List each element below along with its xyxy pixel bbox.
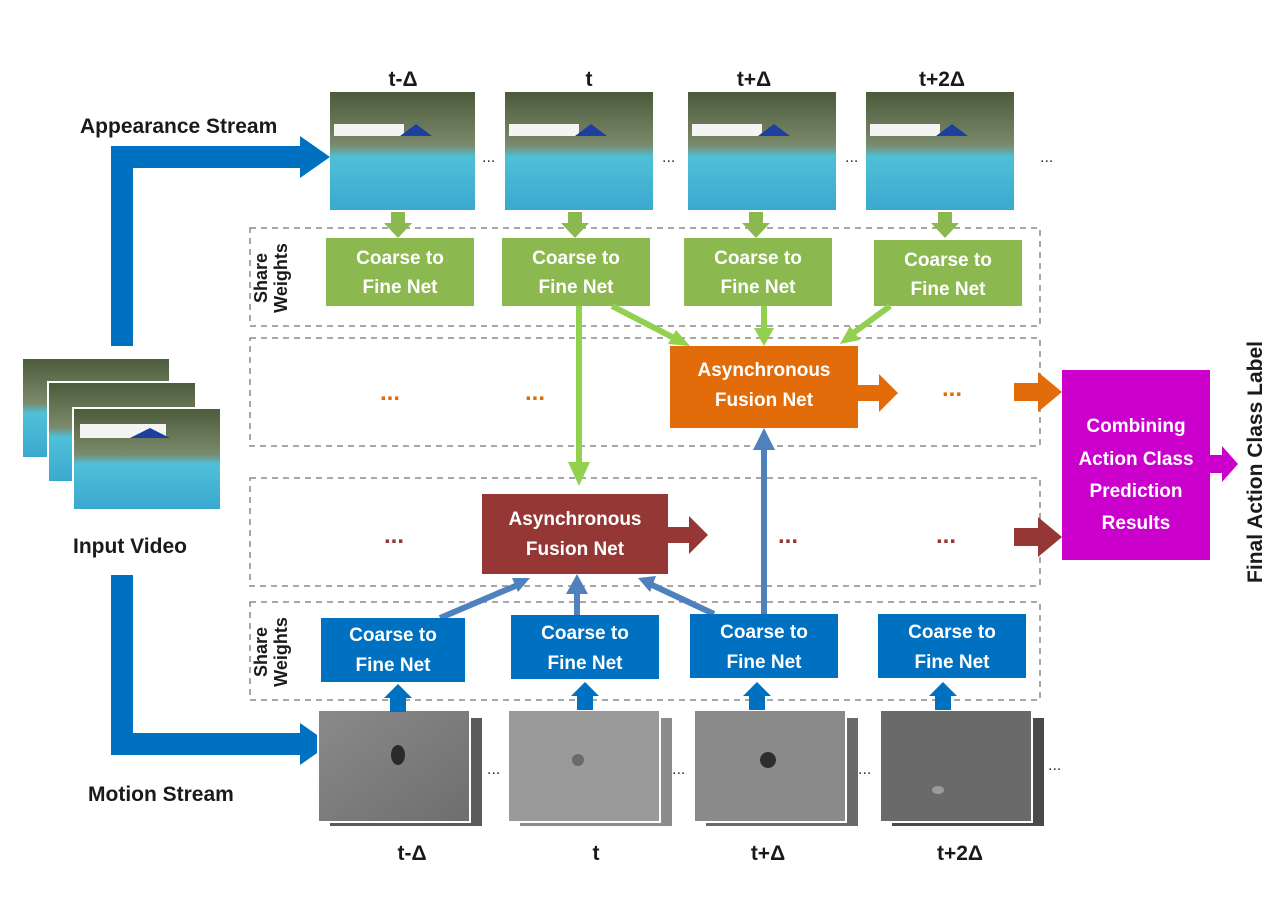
svg-text:...: ...: [672, 761, 685, 778]
appearance-nets: Coarse to Fine Net Coarse to Fine Net Co…: [326, 238, 1022, 306]
time-label-bottom-1: t: [593, 842, 600, 865]
frame-ellipses: ... ... ... ... ... ... ... ...: [482, 149, 1061, 778]
svg-text:Asynchronous: Asynchronous: [697, 360, 830, 381]
appearance-stream-label: Appearance Stream: [80, 115, 277, 138]
svg-text:Fine Net: Fine Net: [539, 277, 615, 298]
appearance-net-2: Coarse to Fine Net: [684, 238, 832, 306]
svg-text:...: ...: [942, 375, 962, 402]
svg-text:Share: Share: [251, 253, 271, 303]
motion-stream-label: Motion Stream: [88, 783, 234, 806]
svg-text:Coarse to: Coarse to: [356, 248, 444, 269]
svg-text:Combining: Combining: [1086, 416, 1185, 437]
svg-text:Fine Net: Fine Net: [911, 279, 987, 300]
svg-text:Weights: Weights: [271, 243, 291, 313]
time-label-top-3: t+2Δ: [919, 68, 965, 91]
svg-text:...: ...: [662, 149, 675, 166]
svg-text:...: ...: [380, 379, 400, 406]
orange-fusion-net: Asynchronous Fusion Net: [670, 346, 898, 428]
svg-text:Action Class: Action Class: [1078, 449, 1193, 470]
appearance-input-arrows: [384, 212, 959, 238]
svg-text:...: ...: [482, 149, 495, 166]
input-video-label: Input Video: [73, 535, 187, 558]
motion-input-arrows: [384, 682, 957, 712]
svg-text:...: ...: [936, 522, 956, 549]
motion-nets: Coarse to Fine Net Coarse to Fine Net Co…: [321, 614, 1026, 682]
svg-text:Coarse to: Coarse to: [349, 625, 437, 646]
combining-box: Combining Action Class Prediction Result…: [1062, 370, 1238, 560]
svg-text:...: ...: [1040, 149, 1053, 166]
svg-text:Prediction: Prediction: [1090, 481, 1183, 502]
svg-text:...: ...: [487, 761, 500, 778]
time-label-top-1: t: [586, 68, 593, 91]
svg-text:...: ...: [778, 522, 798, 549]
time-label-top-0: t-Δ: [388, 68, 417, 91]
svg-text:Fine Net: Fine Net: [356, 655, 432, 676]
svg-text:...: ...: [525, 379, 545, 406]
svg-text:...: ...: [1048, 757, 1061, 774]
red-fusion-net: Asynchronous Fusion Net: [482, 494, 708, 574]
svg-text:...: ...: [845, 149, 858, 166]
svg-text:Coarse to: Coarse to: [532, 248, 620, 269]
motion-net-0: Coarse to Fine Net: [321, 618, 465, 682]
svg-text:Fusion Net: Fusion Net: [715, 390, 814, 411]
svg-text:Fusion Net: Fusion Net: [526, 539, 625, 560]
motion-share-frame: [249, 601, 1041, 701]
appearance-net-0: Coarse to Fine Net: [326, 238, 474, 306]
svg-text:...: ...: [858, 761, 871, 778]
time-label-bottom-3: t+2Δ: [937, 842, 983, 865]
svg-text:Coarse to: Coarse to: [908, 622, 996, 643]
svg-text:Share: Share: [251, 627, 271, 677]
motion-net-3: Coarse to Fine Net: [878, 614, 1026, 678]
time-labels-bottom: t-Δ t t+Δ t+2Δ: [397, 842, 983, 865]
time-label-top-2: t+Δ: [737, 68, 771, 91]
appearance-net-1: Coarse to Fine Net: [502, 238, 650, 306]
time-label-bottom-2: t+Δ: [751, 842, 785, 865]
svg-text:Coarse to: Coarse to: [904, 250, 992, 271]
appearance-frames: [330, 92, 1014, 210]
appearance-frame-t-plus: [688, 92, 836, 210]
svg-text:...: ...: [384, 522, 404, 549]
motion-frames: [317, 709, 1044, 826]
input-video-frames: [21, 357, 222, 511]
share-weights-top: Share Weights: [251, 243, 291, 313]
appearance-frame-t-plus2: [866, 92, 1014, 210]
stream-connectors: [111, 136, 330, 765]
svg-text:Asynchronous: Asynchronous: [508, 509, 641, 530]
motion-net-2: Coarse to Fine Net: [690, 614, 838, 678]
svg-text:Fine Net: Fine Net: [727, 652, 803, 673]
svg-text:Coarse to: Coarse to: [714, 248, 802, 269]
row-output-arrows: [1014, 372, 1062, 557]
time-labels-top: t-Δ t t+Δ t+2Δ: [388, 68, 965, 91]
motion-fusion-arrows: [438, 428, 775, 621]
share-weights-bottom: Share Weights: [251, 617, 291, 687]
motion-net-1: Coarse to Fine Net: [511, 615, 659, 679]
svg-text:Fine Net: Fine Net: [548, 653, 624, 674]
row-ellipses: ... ... ... ... ... ...: [380, 375, 962, 549]
svg-text:Coarse to: Coarse to: [541, 623, 629, 644]
orange-fusion-row-frame: [249, 337, 1041, 447]
svg-text:Fine Net: Fine Net: [363, 277, 439, 298]
final-action-label: Final Action Class Label: [1244, 341, 1267, 583]
svg-text:Fine Net: Fine Net: [915, 652, 991, 673]
appearance-fusion-arrows: [568, 303, 892, 486]
appearance-frame-t: [505, 92, 653, 210]
appearance-net-3: Coarse to Fine Net: [874, 240, 1022, 306]
appearance-frame-t-minus: [330, 92, 475, 210]
svg-text:Coarse to: Coarse to: [720, 622, 808, 643]
svg-text:Fine Net: Fine Net: [721, 277, 797, 298]
appearance-share-frame: [249, 227, 1041, 327]
svg-text:Results: Results: [1102, 513, 1171, 534]
time-label-bottom-0: t-Δ: [397, 842, 426, 865]
svg-text:Weights: Weights: [271, 617, 291, 687]
